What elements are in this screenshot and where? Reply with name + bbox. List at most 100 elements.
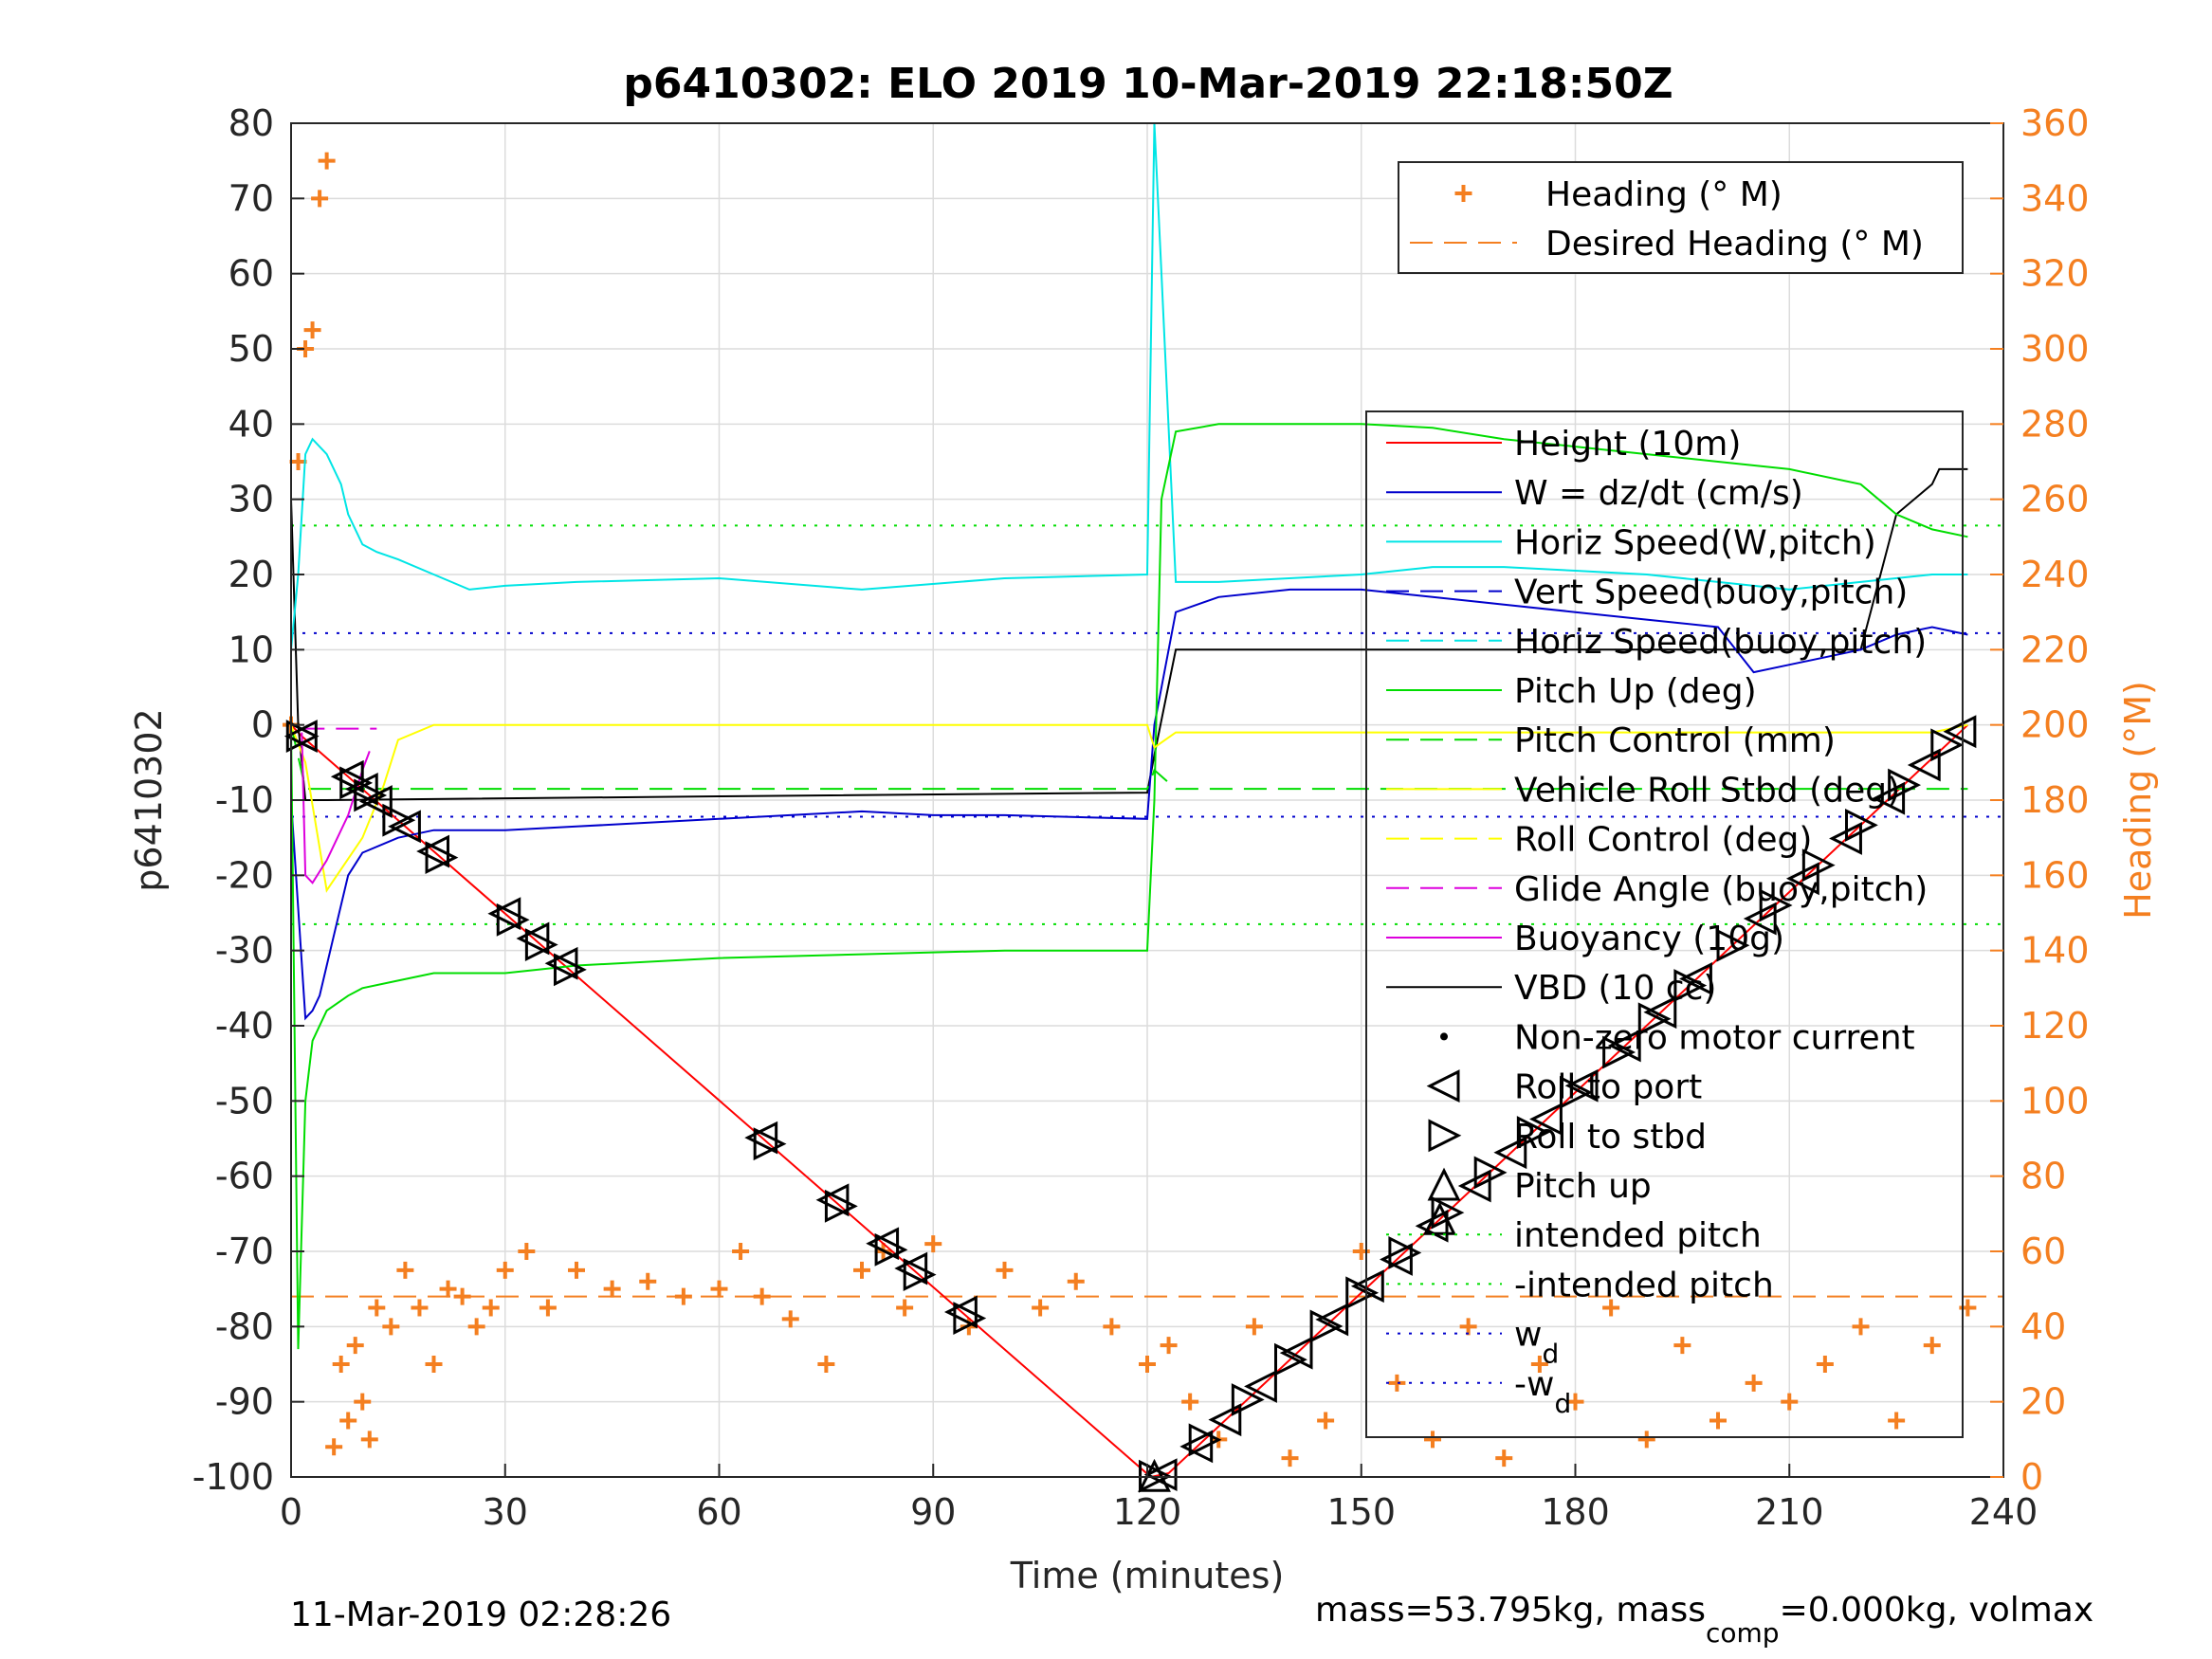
legend-label-text: Pitch Control (mm) [1514,721,1836,760]
heading-point [453,1287,471,1305]
heading-point [1530,1356,1548,1373]
heading-point [396,1261,414,1279]
roll-to-port-marker [544,946,578,980]
legend-label-sub: d [1542,1339,1559,1370]
left-tick-label: -60 [215,1156,274,1197]
heading-point [318,152,336,170]
roll-to-stbd-marker [1345,1276,1380,1310]
heading-point [289,453,307,470]
legend-label: -intended pitch [1514,1266,1774,1304]
main-legend-items: Height (10m) W = dz/dt (cm/s) Horiz Speed(… [1386,425,1928,1419]
roll-to-port-marker [1279,1336,1313,1370]
legend-label: VBD (10 cc) [1514,969,1716,1008]
heading-point [1816,1356,1834,1373]
heading-point [360,1431,378,1449]
legend-label: Vert Speed(buoy,pitch) [1514,574,1908,612]
heading-point [753,1287,771,1305]
roll-to-stbd-marker [1716,928,1750,962]
heading-point [382,1318,400,1336]
roll-to-stbd-marker [1673,969,1708,1002]
left-tick-label: -90 [215,1381,274,1423]
roll-to-port-marker [487,897,521,931]
left-tick-label: -40 [215,1005,274,1047]
left-tick-label: 0 [251,704,274,746]
heading-point [674,1287,692,1305]
legend-label: intended pitch [1514,1216,1762,1255]
heading-point [1281,1449,1299,1468]
right-tick-label: 280 [2020,403,2090,445]
right-tick-label: 360 [2020,102,2090,144]
heading-point [710,1280,728,1298]
roll-to-stbd-marker [1845,808,1878,842]
right-tick-label: 300 [2020,328,2090,370]
roll-to-stbd-marker [496,902,530,937]
left-tick-label: 70 [229,177,274,219]
heading-point [1139,1356,1156,1373]
legend-label: Horiz Speed(buoy,pitch) [1514,623,1927,662]
roll-to-stbd-marker [824,1189,858,1223]
heading-point [996,1261,1014,1279]
roll-to-port-marker [1244,1369,1277,1403]
left-axis-ticks: 80 70 60 50 40 30 20 10 0 -10 -20 -30 -40 -50 -60 -70 -8… [192,102,304,1498]
data-series [290,122,1969,1479]
roll-to-stbd-marker [1888,768,1922,802]
roll-to-port-marker [1208,1403,1242,1437]
left-tick-label: 60 [229,253,274,295]
pitch-up-marker [1423,1201,1456,1235]
roll-to-port-marker [744,1121,778,1155]
heading-point [1888,1412,1906,1430]
heading-point [1781,1393,1799,1411]
roll-to-port-marker [344,772,378,806]
legend-label: Pitch Up (deg) [1514,672,1757,711]
heading-legend: Heading (° M) Desired Heading (° M) [1398,161,1964,274]
roll-to-stbd-marker [1188,1423,1222,1457]
left-tick-label: 30 [229,479,274,520]
right-tick-label: 100 [2020,1080,2090,1121]
left-tick-label: -50 [215,1080,274,1121]
roll-to-stbd-marker [1602,1035,1636,1069]
series-line [290,588,1968,1021]
x-axis-ticks: 0 30 60 90 120 150 180 210 240 [280,1464,2038,1533]
right-tick-label: 320 [2020,253,2090,295]
legend-label: Desired Heading (° M) [1545,225,1924,264]
legend-label-text: W = dz/dt (cm/s) [1514,474,1803,513]
right-tick-label: 80 [2020,1156,2066,1197]
heading-point [1602,1299,1620,1317]
heading-point [1388,1374,1406,1392]
event-markers [283,715,1977,1493]
heading-point [1317,1412,1335,1430]
x-tick-label: 120 [1113,1491,1182,1533]
legend-symbol [1426,1069,1460,1103]
heading-point [1923,1337,1941,1355]
right-tick-label: 140 [2020,930,2090,972]
roll-to-port-marker [1493,1136,1527,1170]
x-tick-label: 210 [1755,1491,1824,1533]
legend-label: Horiz Speed(W,pitch) [1514,523,1876,562]
roll-to-port-marker [330,759,364,793]
heading-point [325,1438,343,1456]
left-tick-label: -70 [215,1231,274,1272]
heading-point [1459,1318,1477,1336]
legend-label: Roll to port [1514,1068,1702,1107]
heading-point [603,1280,621,1298]
legend-label-text: Buoyancy (10g) [1514,920,1784,958]
x-tick-label: 150 [1326,1491,1396,1533]
x-tick-label: 240 [1969,1491,2038,1533]
heading-point [439,1280,457,1298]
heading-legend-box [1398,161,1964,274]
roll-to-stbd-marker [1801,848,1836,883]
roll-to-port-marker [416,834,449,868]
roll-to-port-marker [1529,1103,1563,1136]
legend-label-text: Vert Speed(buoy,pitch) [1514,574,1908,612]
roll-to-port-marker [1943,715,1977,749]
roll-to-stbd-marker [1473,1156,1508,1190]
legend-label-text: Desired Heading (° M) [1545,225,1924,264]
heading-point [1181,1393,1199,1411]
legend-label: wd [1514,1316,1559,1370]
footer-timestamp: 11-Mar-2019 02:28:26 [290,1595,671,1634]
roll-to-stbd-marker [1516,1116,1550,1150]
roll-to-port-marker [943,1295,978,1329]
legend-label: Height (10m) [1514,425,1741,464]
heading-point [1067,1272,1085,1290]
heading-point [539,1299,557,1317]
